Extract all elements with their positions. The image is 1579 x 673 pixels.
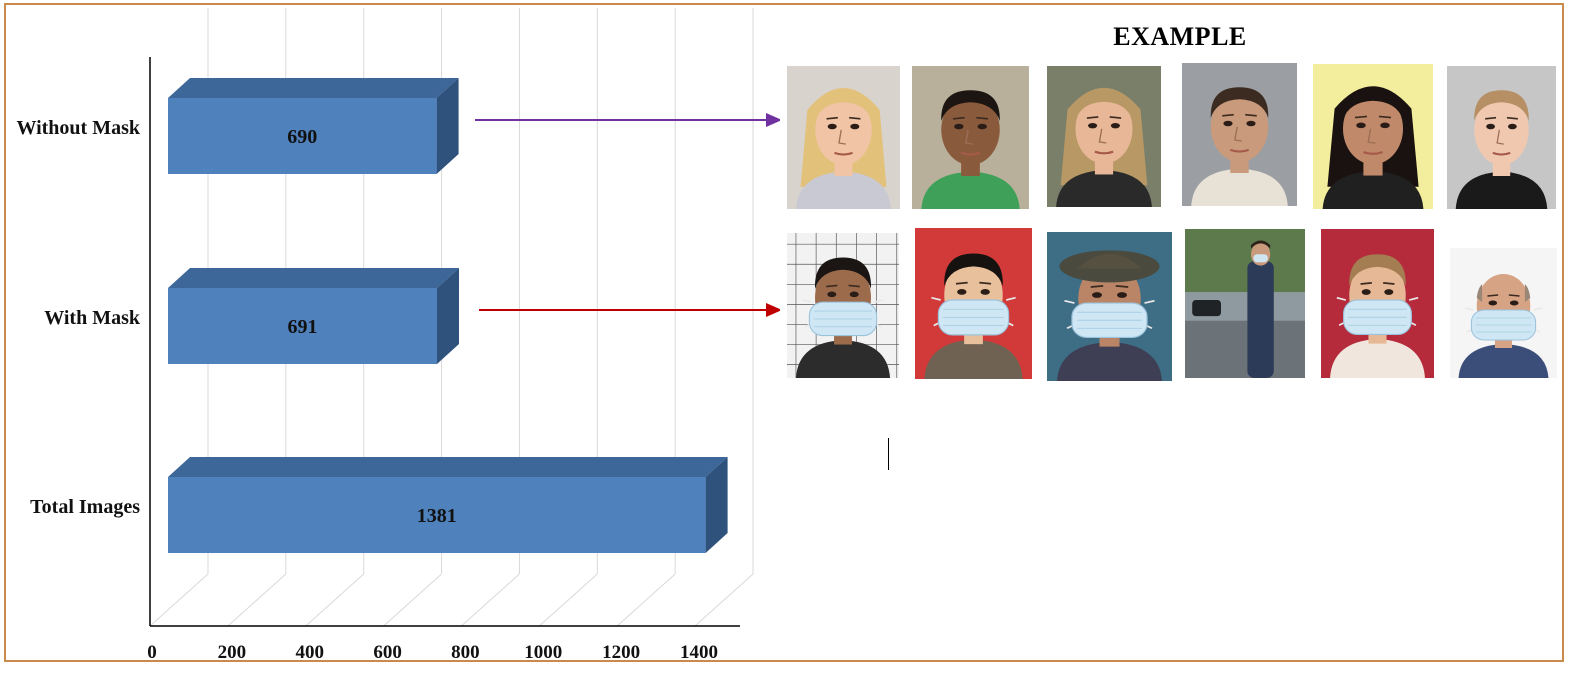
chart-bars: 690 691 1381 (168, 78, 728, 553)
bar-value-label: 690 (287, 126, 317, 148)
bar-top (168, 268, 459, 288)
floor-gridline-7 (694, 573, 754, 627)
bar-top (168, 457, 728, 477)
face-6-icon (1447, 66, 1556, 209)
category-label: With Mask (44, 307, 141, 329)
bar-without-mask: 690 (168, 78, 459, 174)
text-cursor (888, 438, 889, 470)
bar-front (168, 288, 437, 364)
x-tick-label: 600 (373, 642, 402, 663)
floor-gridline-0 (149, 573, 209, 627)
bar-top (168, 78, 459, 98)
bar-value-label: 691 (287, 316, 317, 338)
masked-face-5-icon (1321, 229, 1434, 378)
bar-with-mask: 691 (168, 268, 459, 364)
bar-front (168, 477, 706, 553)
bar-value-label: 1381 (417, 505, 457, 527)
bar-side (705, 457, 728, 553)
x-tick-label: 200 (218, 642, 247, 663)
x-tick-label: 1200 (602, 642, 640, 663)
arrow-2 (479, 303, 780, 317)
category-labels: Without Mask With Mask Total Images (16, 117, 140, 518)
bar-side (436, 268, 459, 364)
masked-person-street-icon (1185, 229, 1305, 378)
example-title: EXAMPLE (1113, 22, 1247, 51)
figure-frame (4, 3, 1564, 662)
floor-gridline-1 (227, 573, 287, 627)
masked-face-2-icon (915, 228, 1032, 379)
category-label: Total Images (30, 496, 140, 518)
category-label: Without Mask (16, 117, 140, 139)
floor-gridline-2 (305, 573, 365, 627)
masked-face-6-icon (1450, 248, 1557, 378)
floor-gridline-5 (538, 573, 598, 627)
face-3-icon (1047, 66, 1161, 207)
x-tick-label: 1400 (680, 642, 718, 663)
chart-axes (149, 57, 740, 627)
face-2-icon (912, 66, 1029, 209)
arrow-1 (475, 113, 780, 127)
row-arrows (475, 113, 780, 317)
face-4-icon (1182, 63, 1297, 206)
floor-gridline-3 (383, 573, 442, 627)
x-tick-label: 1000 (524, 642, 562, 663)
masked-face-3-icon (1047, 232, 1172, 381)
masked-face-1-icon (787, 233, 899, 378)
arrow-head (766, 303, 780, 317)
floor-gridline-6 (616, 573, 676, 627)
x-tick-label: 0 (147, 642, 157, 663)
arrow-head (766, 113, 780, 127)
floor-gridline-4 (461, 573, 520, 627)
x-tick-label: 400 (295, 642, 324, 663)
bar-chart: 690 691 1381 Without Mask With Mask Total Im… (16, 8, 780, 663)
bar-front (168, 98, 437, 174)
tick-labels: 0 200 400 600 800 1000 1200 1400 (147, 642, 718, 663)
bar-total-images: 1381 (168, 457, 728, 553)
face-5-icon (1313, 64, 1433, 209)
x-tick-label: 800 (451, 642, 480, 663)
face-1-icon (787, 66, 900, 209)
bar-side (436, 78, 459, 174)
